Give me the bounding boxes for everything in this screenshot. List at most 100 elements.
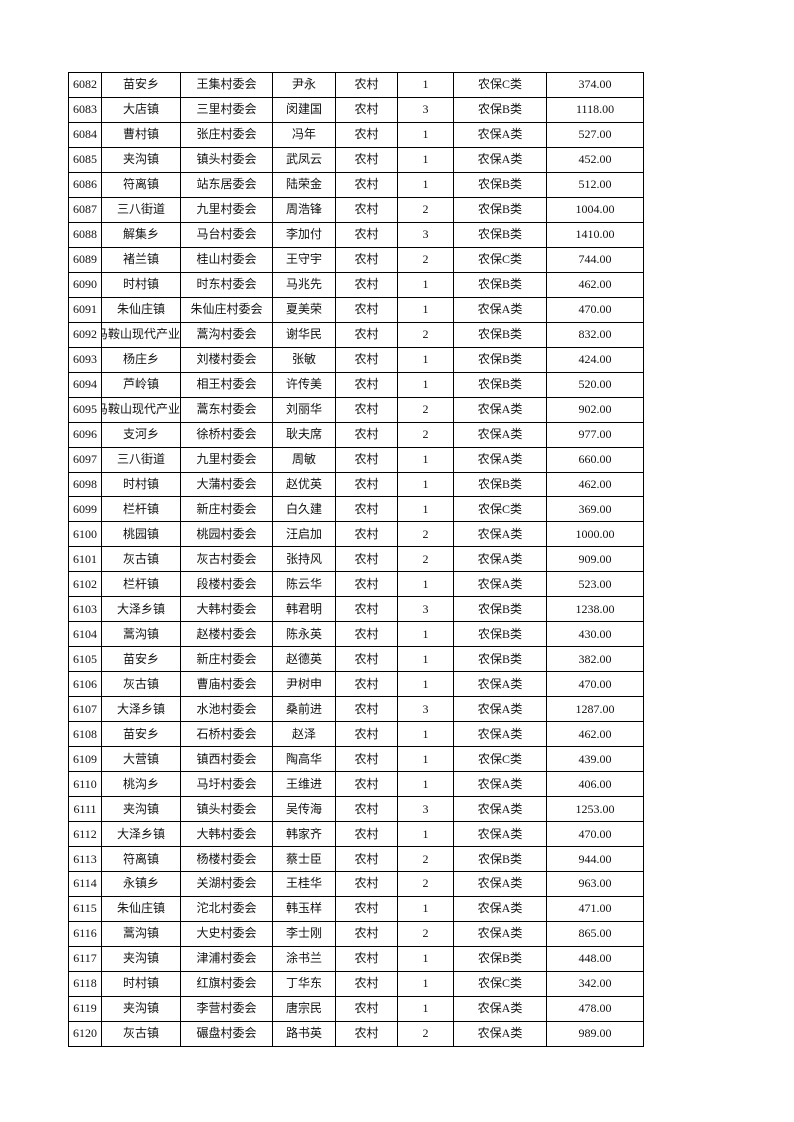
household-count: 3 <box>422 701 429 716</box>
insurance-category-cell: 农保A类 <box>453 421 548 448</box>
village-committee: 镇西村委会 <box>196 751 257 766</box>
village-committee: 津浦村委会 <box>196 951 257 966</box>
household-count-cell: 1 <box>397 821 455 848</box>
amount: 424.00 <box>578 352 612 367</box>
insurance-category: 农保A类 <box>477 1001 523 1016</box>
household-count: 1 <box>422 651 429 666</box>
table-row: 6091 朱仙庄镇 朱仙庄村委会 夏美荣 农村 1 农保A类 470.00 <box>68 296 645 323</box>
person-name-cell: 刘丽华 <box>272 396 337 423</box>
person-name-cell: 陈云华 <box>272 571 337 598</box>
area-type: 农村 <box>354 152 379 167</box>
village-committee: 红旗村委会 <box>196 976 257 991</box>
amount-cell: 452.00 <box>546 146 645 173</box>
amount: 462.00 <box>578 476 612 491</box>
household-count-cell: 1 <box>397 646 455 673</box>
person-name: 陈永英 <box>286 626 323 641</box>
town: 朱仙庄镇 <box>117 302 166 317</box>
area-type-cell: 农村 <box>335 821 399 848</box>
person-name: 夏美荣 <box>286 302 323 317</box>
household-count-cell: 2 <box>397 196 455 223</box>
row-id-cell: 6109 <box>68 746 102 773</box>
household-count-cell: 1 <box>397 72 455 98</box>
town: 灰古镇 <box>123 1026 160 1041</box>
village-committee-cell: 段楼村委会 <box>180 571 274 598</box>
insurance-category: 农保B类 <box>478 102 523 117</box>
amount-cell: 374.00 <box>546 72 645 98</box>
insurance-category-cell: 农保A类 <box>453 771 548 798</box>
row-id-cell: 6096 <box>68 421 102 448</box>
village-committee-cell: 李营村委会 <box>180 995 274 1022</box>
row-id: 6098 <box>73 476 97 491</box>
town: 三八街道 <box>117 452 166 467</box>
household-count: 1 <box>422 826 429 841</box>
village-committee-cell: 蒿东村委会 <box>180 396 274 423</box>
insurance-category: 农保C类 <box>478 501 523 516</box>
town: 苗安乡 <box>123 726 160 741</box>
amount: 430.00 <box>578 626 612 641</box>
area-type: 农村 <box>354 676 379 691</box>
insurance-category: 农保B类 <box>478 352 523 367</box>
person-name-cell: 吴传海 <box>272 796 337 823</box>
village-committee-cell: 沱北村委会 <box>180 895 274 922</box>
row-id: 6115 <box>73 901 97 916</box>
insurance-category-cell: 农保B类 <box>453 596 548 623</box>
household-count-cell: 1 <box>397 771 455 798</box>
household-count: 2 <box>422 926 429 941</box>
row-id-cell: 6110 <box>68 771 102 798</box>
town-cell: 曹村镇 <box>100 121 182 148</box>
town: 苗安乡 <box>123 651 160 666</box>
insurance-category-cell: 农保B类 <box>453 646 548 673</box>
amount-cell: 1287.00 <box>546 696 645 723</box>
row-id-cell: 6106 <box>68 671 102 698</box>
town: 大泽乡镇 <box>117 701 166 716</box>
person-name: 王维进 <box>286 776 323 791</box>
person-name: 蔡士臣 <box>286 851 323 866</box>
household-count-cell: 2 <box>397 846 455 872</box>
town-cell: 大泽乡镇 <box>100 696 182 723</box>
insurance-category: 农保B类 <box>478 851 523 866</box>
insurance-category-cell: 农保A类 <box>453 995 548 1022</box>
village-committee: 马台村委会 <box>196 227 257 242</box>
insurance-category-cell: 农保B类 <box>453 346 548 373</box>
household-count: 1 <box>422 626 429 641</box>
amount: 523.00 <box>578 576 612 591</box>
table-row: 6095 马鞍山现代产业 蒿东村委会 刘丽华 农村 2 农保A类 902.00 <box>68 396 645 423</box>
person-name: 冯年 <box>292 127 317 142</box>
insurance-category: 农保B类 <box>478 227 523 242</box>
village-committee: 王集村委会 <box>196 77 257 92</box>
village-committee: 大韩村委会 <box>196 601 257 616</box>
row-id: 6101 <box>73 551 97 566</box>
amount-cell: 523.00 <box>546 571 645 598</box>
household-count: 2 <box>422 327 429 342</box>
amount-cell: 470.00 <box>546 821 645 848</box>
table-row: 6101 灰古镇 灰古村委会 张持风 农村 2 农保A类 909.00 <box>68 546 645 573</box>
person-name: 周浩锋 <box>286 202 323 217</box>
table-body: 6082 苗安乡 王集村委会 尹永 农村 1 农保C类 374.00 6083 大店镇 三里村委会 闵… <box>68 72 645 1047</box>
person-name-cell: 周敏 <box>272 446 337 473</box>
row-id-cell: 6101 <box>68 546 102 573</box>
village-committee-cell: 徐桥村委会 <box>180 421 274 448</box>
amount-cell: 1238.00 <box>546 596 645 623</box>
amount: 452.00 <box>578 152 612 167</box>
insurance-category: 农保B类 <box>478 626 523 641</box>
person-name-cell: 马兆先 <box>272 271 337 298</box>
village-committee: 大蒲村委会 <box>196 476 257 491</box>
household-count: 2 <box>422 1026 429 1041</box>
village-committee-cell: 碾盘村委会 <box>180 1020 274 1047</box>
person-name-cell: 韩玉样 <box>272 895 337 922</box>
person-name-cell: 陶高华 <box>272 746 337 773</box>
amount-cell: 512.00 <box>546 171 645 198</box>
town: 大泽乡镇 <box>117 601 166 616</box>
household-count-cell: 1 <box>397 346 455 373</box>
person-name-cell: 张敏 <box>272 346 337 373</box>
household-count-cell: 3 <box>397 221 455 248</box>
row-id-cell: 6095 <box>68 396 102 423</box>
village-committee: 大史村委会 <box>196 926 257 941</box>
area-type: 农村 <box>354 377 379 392</box>
insurance-category-cell: 农保A类 <box>453 871 548 897</box>
town: 马鞍山现代产业 <box>101 327 181 342</box>
row-id-cell: 6118 <box>68 970 102 997</box>
person-name-cell: 韩君明 <box>272 596 337 623</box>
person-name-cell: 陈永英 <box>272 621 337 648</box>
area-type: 农村 <box>354 501 379 516</box>
